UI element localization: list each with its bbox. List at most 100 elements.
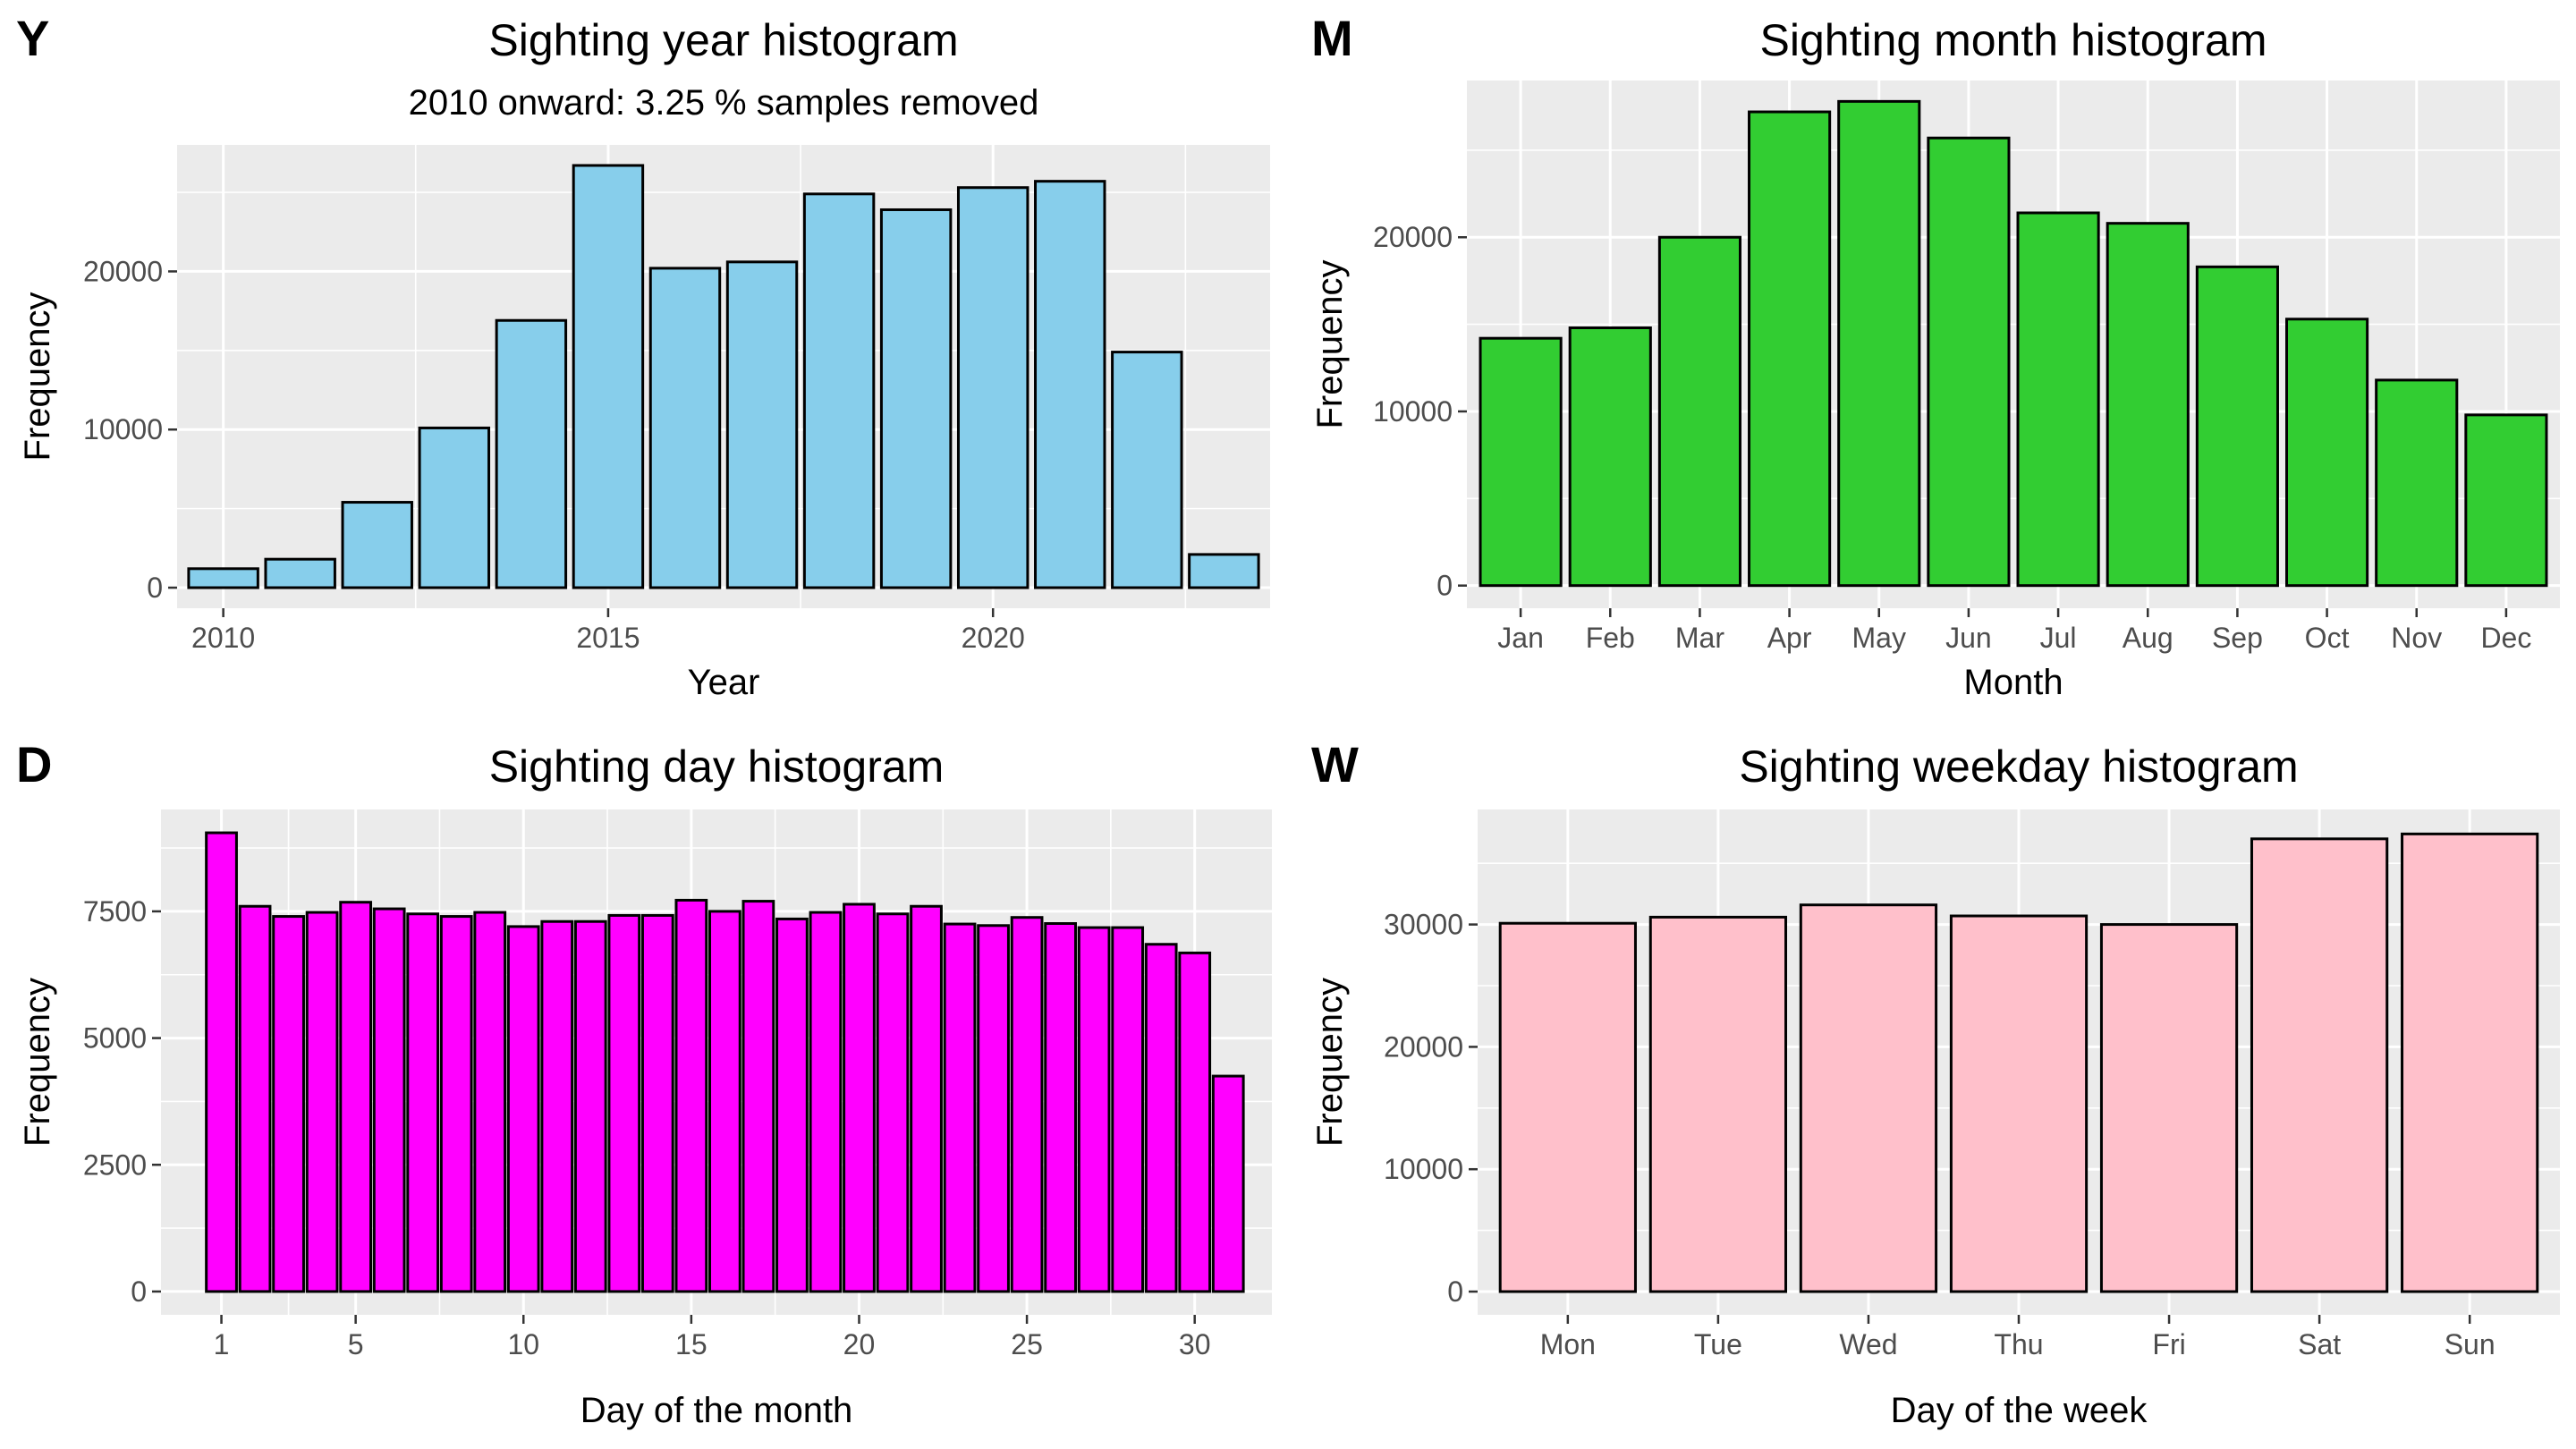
bar-2022 [1111, 351, 1183, 589]
y-axis-title: Frequency [1310, 978, 1350, 1147]
y-tick-label: 20000 [83, 255, 163, 287]
bar-24 [977, 924, 1010, 1293]
x-tick-label: 15 [675, 1328, 708, 1360]
panel-background [177, 145, 1270, 608]
bar-2013 [418, 426, 491, 589]
bar-8 [439, 915, 473, 1293]
bar-2010 [187, 567, 259, 589]
y-axis-title: Frequency [18, 978, 57, 1147]
bar-26 [1044, 922, 1077, 1293]
bar-tue [1648, 915, 1788, 1293]
bar-6 [372, 907, 406, 1293]
bars [187, 164, 1260, 589]
bar-25 [1010, 916, 1044, 1293]
bar-7 [406, 912, 440, 1293]
chart-title: Sighting year histogram [488, 15, 958, 65]
bar-dec [2464, 413, 2548, 588]
bar-2020 [956, 186, 1030, 589]
bar-2019 [879, 208, 953, 589]
bar-21 [876, 912, 910, 1293]
panel-letter: D [16, 736, 52, 792]
bar-aug [2106, 222, 2190, 588]
y-tick-label: 20000 [1384, 1030, 1463, 1063]
x-axis: 1 5 10 15 20 25 30 [214, 1315, 1211, 1360]
y-tick-label: 0 [147, 572, 163, 604]
bar-feb [1568, 326, 1652, 588]
y-tick-label: 30000 [1384, 909, 1463, 941]
x-tick-label: Jul [2040, 622, 2077, 654]
bar-mar [1657, 235, 1741, 588]
x-tick-label: Tue [1694, 1328, 1742, 1360]
bars [1479, 99, 2548, 588]
bar-23 [943, 922, 977, 1293]
y-tick-label: 7500 [83, 895, 147, 928]
x-tick-label: 2010 [191, 622, 255, 654]
bar-wed [1799, 903, 1938, 1293]
bar-thu [1949, 914, 2089, 1293]
panel-w: 0 10000 20000 30000 Mon Tue Wed Thu Fri Sat Sun Day… [1310, 736, 2560, 1430]
x-tick-label: Fri [2152, 1328, 2185, 1360]
x-tick-label: 5 [348, 1328, 364, 1360]
x-axis: 2010 2015 2020 [191, 608, 1025, 654]
x-tick-label: 2015 [576, 622, 640, 654]
x-tick-label: Jan [1497, 622, 1544, 654]
x-tick-label: May [1852, 622, 1906, 654]
x-tick-label: Thu [1994, 1328, 2043, 1360]
x-tick-label: Jun [1945, 622, 1992, 654]
bar-2011 [264, 557, 336, 589]
y-axis: 0 10000 20000 [83, 255, 177, 604]
bar-29 [1144, 943, 1178, 1293]
bar-sep [2195, 265, 2279, 588]
x-tick-label: 1 [214, 1328, 230, 1360]
y-tick-label: 10000 [1384, 1153, 1463, 1185]
bars [1498, 832, 2539, 1293]
bar-jun [1927, 136, 2011, 588]
panel-y: 0 10000 20000 2010 2015 2020 Year Frequency Sigh… [16, 10, 1270, 702]
bar-3 [272, 915, 305, 1293]
bar-13 [607, 913, 641, 1293]
bar-2015 [572, 164, 645, 589]
x-axis-title: Year [688, 663, 760, 702]
x-tick-label: Nov [2391, 622, 2442, 654]
y-tick-label: 0 [1436, 570, 1453, 602]
bar-2 [238, 904, 272, 1293]
chart-title: Sighting day histogram [489, 741, 945, 792]
y-axis-title: Frequency [18, 292, 57, 462]
bar-mon [1498, 921, 1637, 1293]
bar-sun [2401, 832, 2539, 1293]
bar-28 [1111, 926, 1145, 1293]
bar-9 [473, 911, 507, 1293]
x-axis: Mon Tue Wed Thu Fri Sat Sun [1540, 1315, 2496, 1360]
bar-19 [809, 911, 843, 1293]
x-axis: Jan Feb Mar Apr May Jun Jul Aug Sep Oct Nov Dec [1497, 608, 2531, 654]
x-tick-label: 20 [843, 1328, 876, 1360]
x-tick-label: Wed [1839, 1328, 1897, 1360]
y-tick-label: 10000 [83, 413, 163, 445]
y-tick-label: 0 [1447, 1275, 1463, 1308]
y-tick-label: 20000 [1373, 221, 1453, 253]
y-axis: 0 2500 5000 7500 [83, 895, 161, 1308]
bar-2014 [495, 318, 568, 589]
bar-11 [540, 919, 574, 1293]
bar-18 [775, 917, 809, 1293]
y-axis: 0 10000 20000 30000 [1384, 909, 1478, 1308]
bar-4 [305, 911, 339, 1293]
bar-31 [1211, 1074, 1245, 1293]
x-axis-title: Day of the month [580, 1391, 853, 1430]
x-axis-title: Month [1963, 663, 2063, 702]
bar-15 [674, 898, 708, 1293]
chart-title: Sighting month histogram [1760, 15, 2267, 65]
x-tick-label: Sep [2212, 622, 2263, 654]
y-axis: 0 10000 20000 [1373, 221, 1467, 602]
bar-20 [843, 902, 876, 1293]
x-tick-label: Feb [1586, 622, 1635, 654]
bar-nov [2375, 378, 2459, 588]
y-tick-label: 2500 [83, 1148, 147, 1181]
x-tick-label: 30 [1179, 1328, 1211, 1360]
bar-2021 [1034, 180, 1106, 589]
bars [205, 831, 1245, 1293]
bar-2023 [1188, 553, 1260, 589]
x-tick-label: Aug [2123, 622, 2174, 654]
panel-letter: M [1311, 10, 1353, 66]
bar-27 [1077, 926, 1111, 1293]
